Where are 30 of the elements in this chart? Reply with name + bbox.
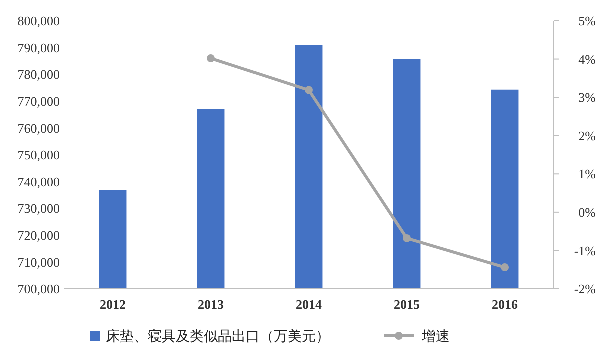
point: [305, 86, 313, 94]
point: [501, 264, 509, 272]
y2-tick-label: 2%: [578, 128, 596, 144]
y-tick-label: 740,000: [18, 174, 60, 190]
y2-tick-label: -1%: [574, 243, 596, 258]
y-tick-label: 710,000: [18, 254, 60, 270]
legend-label: 增速: [421, 329, 450, 345]
y2-tick-label: 3%: [578, 90, 596, 106]
point: [403, 234, 411, 242]
x-tick-label: 2012: [100, 297, 126, 312]
y2-tick-label: 4%: [578, 52, 596, 67]
y2-tick-label: 5%: [578, 14, 596, 29]
x-tick-label: 2016: [492, 297, 518, 312]
y-tick-label: 720,000: [18, 228, 60, 243]
y-tick-label: 700,000: [18, 282, 60, 297]
y-tick-label: 730,000: [18, 201, 60, 216]
point: [207, 54, 215, 63]
x-tick-label: 2014: [296, 297, 322, 312]
y2-tick-label: -2%: [574, 282, 596, 297]
x-tick-label: 2013: [198, 297, 224, 312]
y-tick-label: 750,000: [18, 148, 60, 163]
y2-tick-label: 0%: [578, 204, 596, 220]
y-tick-label: 770,000: [18, 94, 60, 109]
x-tick-label: 2015: [394, 297, 420, 312]
y-tick-label: 760,000: [18, 120, 60, 136]
y-tick-label: 780,000: [18, 67, 60, 82]
legend-label: 床垫、寝具及类似品出口（万美元）: [106, 329, 330, 345]
y-tick-label: 790,000: [18, 40, 60, 56]
y2-tick-label: 1%: [578, 166, 596, 182]
y-tick-label: 800,000: [18, 14, 60, 29]
